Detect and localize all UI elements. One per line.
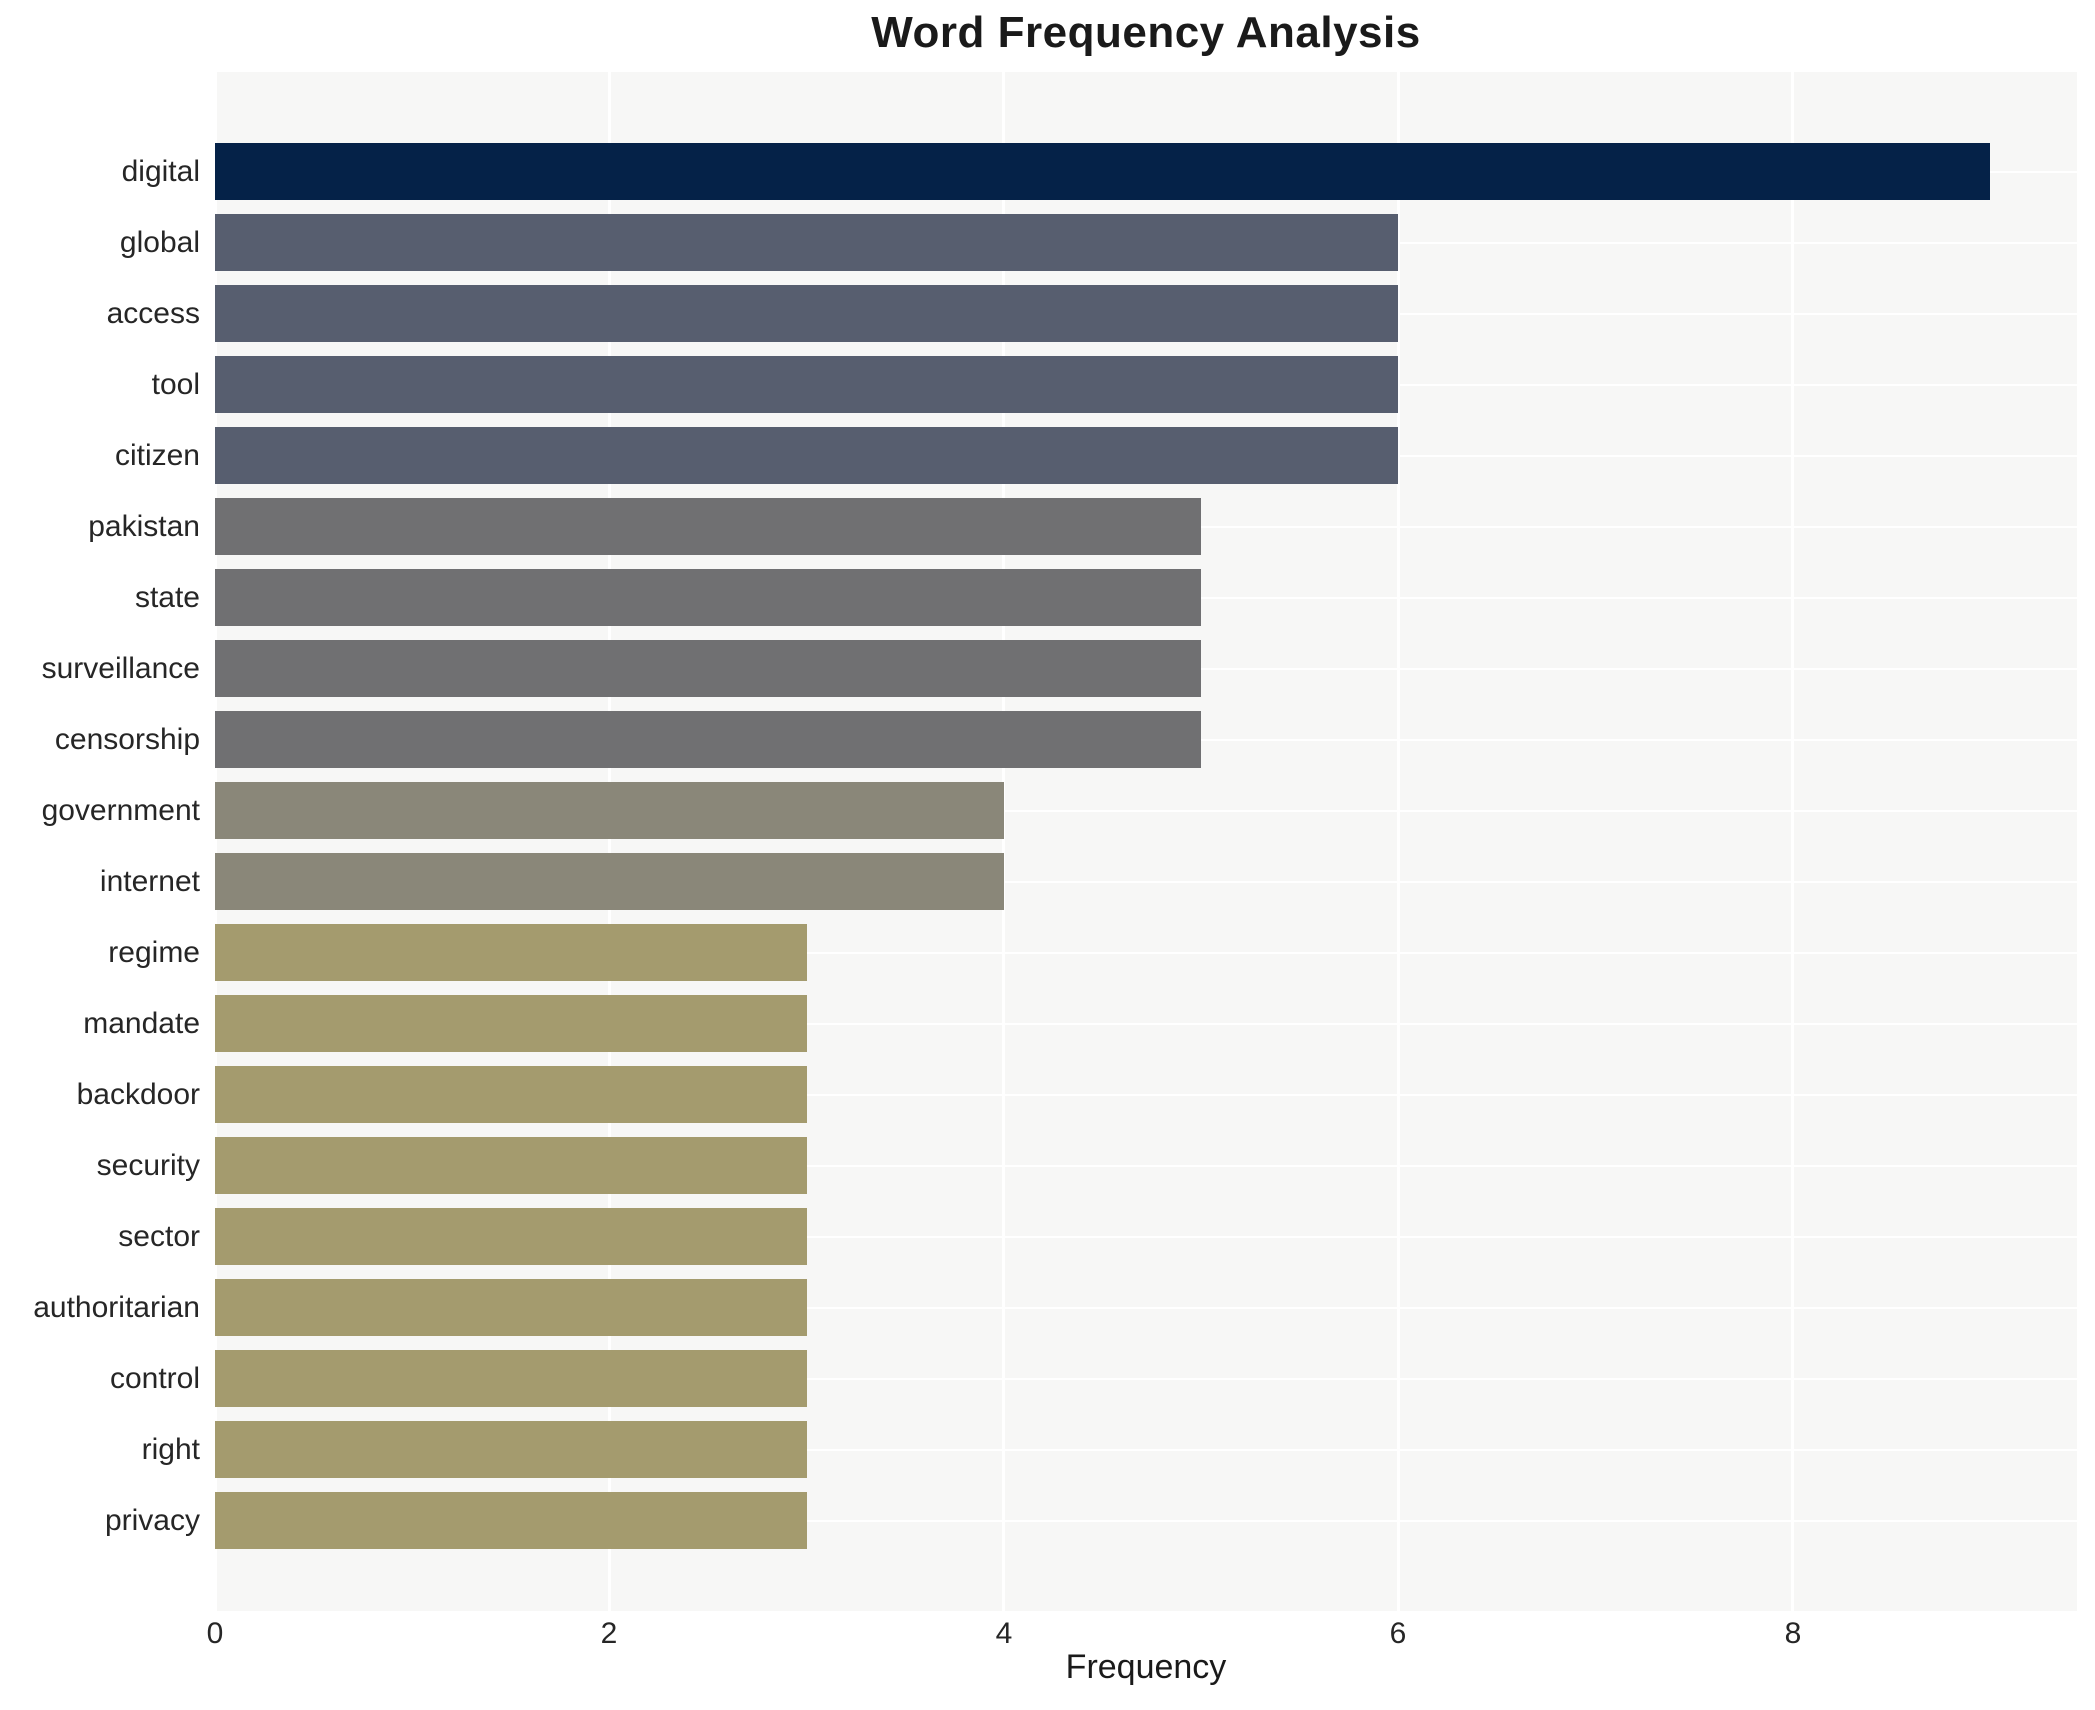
y-tick-label-sector: sector	[118, 1220, 200, 1253]
y-gridline	[215, 951, 2077, 954]
bar-access	[215, 285, 1398, 342]
bar-state	[215, 569, 1201, 626]
y-tick-label-right: right	[141, 1433, 200, 1466]
x-tick-label-4: 4	[995, 1617, 1013, 1650]
y-tick-label-regime: regime	[108, 936, 200, 969]
x-tick-label-6: 6	[1389, 1617, 1407, 1650]
x-tick-label-8: 8	[1784, 1617, 1802, 1650]
x-tick-label-0: 0	[206, 1617, 224, 1650]
y-tick-label-security: security	[96, 1149, 200, 1182]
y-tick-label-privacy: privacy	[104, 1504, 200, 1537]
x-gridline	[608, 72, 611, 1611]
bar-tool	[215, 356, 1398, 413]
bar-digital	[215, 143, 1990, 200]
bar-privacy	[215, 1492, 807, 1549]
bar-government	[215, 782, 1004, 839]
y-tick-label-state: state	[134, 581, 200, 614]
bar-regime	[215, 924, 807, 981]
y-tick-label-internet: internet	[99, 865, 200, 898]
y-tick-label-tool: tool	[151, 368, 200, 401]
y-tick-label-global: global	[119, 226, 200, 259]
x-gridline	[1791, 72, 1794, 1611]
chart-title: Word Frequency Analysis	[871, 8, 1421, 57]
bar-internet	[215, 853, 1004, 910]
y-gridline	[215, 880, 2077, 883]
y-tick-label-censorship: censorship	[54, 723, 200, 756]
y-tick-label-surveillance: surveillance	[41, 652, 200, 685]
bar-global	[215, 214, 1398, 271]
y-tick-label-control: control	[109, 1362, 200, 1395]
y-tick-label-backdoor: backdoor	[76, 1078, 200, 1111]
x-gridline	[214, 72, 217, 1611]
bar-citizen	[215, 427, 1398, 484]
y-gridline	[215, 1448, 2077, 1451]
y-gridline	[215, 1306, 2077, 1309]
x-axis-title: Frequency	[1065, 1648, 1227, 1686]
bar-mandate	[215, 995, 807, 1052]
y-tick-label-pakistan: pakistan	[88, 510, 200, 543]
bar-censorship	[215, 711, 1201, 768]
y-tick-label-government: government	[41, 794, 200, 827]
x-gridline	[1397, 72, 1400, 1611]
bar-sector	[215, 1208, 807, 1265]
bar-authoritarian	[215, 1279, 807, 1336]
y-gridline	[215, 1022, 2077, 1025]
y-gridline	[215, 1164, 2077, 1167]
y-gridline	[215, 1377, 2077, 1380]
y-tick-label-access: access	[106, 297, 200, 330]
y-tick-label-digital: digital	[121, 155, 200, 188]
bar-right	[215, 1421, 807, 1478]
y-tick-label-mandate: mandate	[83, 1007, 200, 1040]
y-tick-label-authoritarian: authoritarian	[33, 1291, 200, 1324]
bar-surveillance	[215, 640, 1201, 697]
bar-backdoor	[215, 1066, 807, 1123]
y-tick-label-citizen: citizen	[114, 439, 200, 472]
y-gridline	[215, 1519, 2077, 1522]
x-gridline	[1002, 72, 1005, 1611]
y-gridline	[215, 809, 2077, 812]
y-gridline	[215, 1093, 2077, 1096]
bar-pakistan	[215, 498, 1201, 555]
bar-security	[215, 1137, 807, 1194]
bar-control	[215, 1350, 807, 1407]
x-tick-label-2: 2	[600, 1617, 618, 1650]
plot-area	[214, 72, 2077, 1611]
y-gridline	[215, 1235, 2077, 1238]
